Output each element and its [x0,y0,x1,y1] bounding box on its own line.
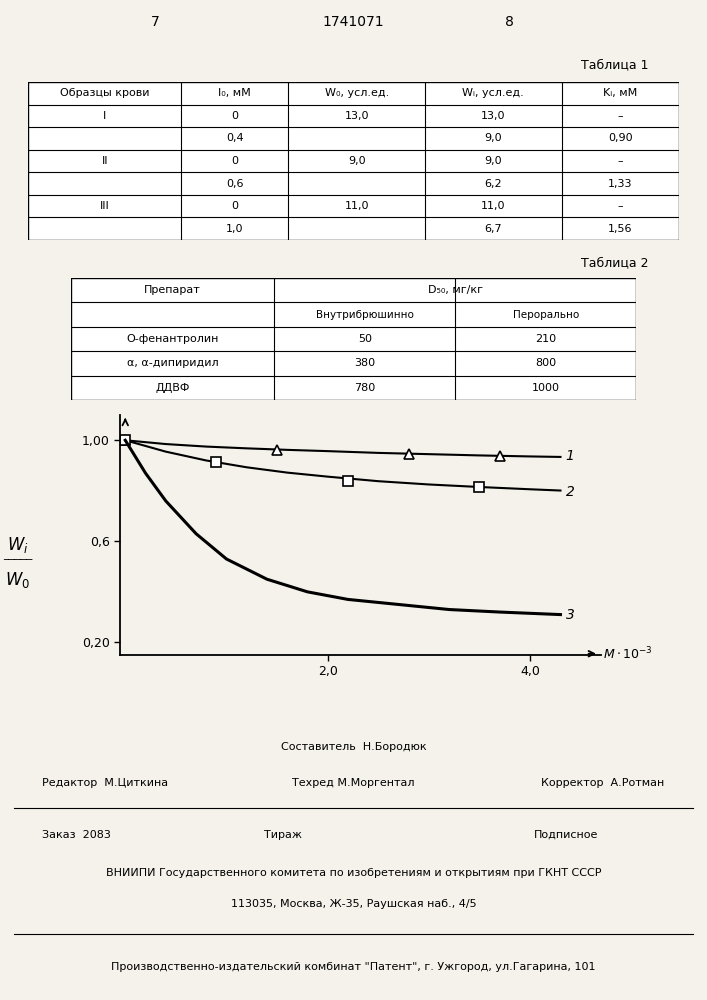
Text: О-фенантролин: О-фенантролин [127,334,218,344]
Text: Перорально: Перорально [513,310,579,320]
Text: Внутрибрюшинно: Внутрибрюшинно [316,310,414,320]
Text: 0: 0 [231,201,238,211]
Text: $M \cdot 10^{-3}$: $M \cdot 10^{-3}$ [603,645,653,662]
Text: 1: 1 [566,449,574,463]
Text: 1741071: 1741071 [322,15,385,29]
Text: Препарат: Препарат [144,285,201,295]
Text: Производственно-издательский комбинат "Патент", г. Ужгород, ул.Гагарина, 101: Производственно-издательский комбинат "П… [111,962,596,972]
Text: –: – [617,156,623,166]
Text: 1,33: 1,33 [608,179,633,189]
Text: 13,0: 13,0 [481,111,506,121]
Text: ВНИИПИ Государственного комитета по изобретениям и открытиям при ГКНТ СССР: ВНИИПИ Государственного комитета по изоб… [106,868,601,879]
Text: 3: 3 [566,608,574,622]
Text: 780: 780 [354,383,375,393]
Text: Заказ  2083: Заказ 2083 [42,830,111,840]
Text: II: II [102,156,108,166]
Text: 7: 7 [151,15,160,29]
Text: Редактор  М.Циткина: Редактор М.Циткина [42,778,168,788]
Text: ДДВФ: ДДВФ [156,383,189,393]
Text: Техред М.Моргентал: Техред М.Моргентал [292,778,415,788]
Text: 2: 2 [566,485,574,499]
Text: I₀, мМ: I₀, мМ [218,88,251,98]
Text: –: – [617,201,623,211]
Text: 11,0: 11,0 [481,201,506,211]
Text: 0: 0 [231,111,238,121]
Text: 9,0: 9,0 [484,156,502,166]
Text: Тираж: Тираж [264,830,302,840]
Text: 0,4: 0,4 [226,133,244,143]
Text: 8: 8 [505,15,513,29]
Text: 1000: 1000 [532,383,560,393]
Text: 1,56: 1,56 [608,224,633,234]
Text: Kᵢ, мМ: Kᵢ, мМ [603,88,637,98]
Text: Таблица 1: Таблица 1 [581,58,649,72]
Text: 0: 0 [231,156,238,166]
Text: 380: 380 [354,358,375,368]
Text: 11,0: 11,0 [344,201,369,211]
Text: 13,0: 13,0 [344,111,369,121]
Text: 50: 50 [358,334,372,344]
Text: ─────: ───── [3,555,33,565]
Text: Подписное: Подписное [533,830,598,840]
Text: Таблица 2: Таблица 2 [581,256,649,269]
Text: 0,90: 0,90 [608,133,633,143]
Text: I: I [103,111,106,121]
Text: D₅₀, мг/кг: D₅₀, мг/кг [428,285,483,295]
Text: III: III [100,201,110,211]
Text: Образцы крови: Образцы крови [60,88,149,98]
Text: Wᵢ, усл.ед.: Wᵢ, усл.ед. [462,88,524,98]
Text: Составитель  Н.Бородюк: Составитель Н.Бородюк [281,742,426,752]
Text: α, α-дипиридил: α, α-дипиридил [127,358,218,368]
Text: –: – [617,111,623,121]
Text: 113035, Москва, Ж-35, Раушская наб., 4/5: 113035, Москва, Ж-35, Раушская наб., 4/5 [230,899,477,909]
Text: 0,6: 0,6 [226,179,243,189]
Text: $W_i$: $W_i$ [7,535,28,555]
Text: 6,2: 6,2 [484,179,502,189]
Text: W₀, усл.ед.: W₀, усл.ед. [325,88,389,98]
Text: $W_0$: $W_0$ [5,570,30,590]
Text: 210: 210 [535,334,556,344]
Text: 1,0: 1,0 [226,224,243,234]
Text: Корректор  А.Ротман: Корректор А.Ротман [542,778,665,788]
Text: 6,7: 6,7 [484,224,502,234]
Text: 9,0: 9,0 [348,156,366,166]
Text: 9,0: 9,0 [484,133,502,143]
Text: 800: 800 [535,358,556,368]
